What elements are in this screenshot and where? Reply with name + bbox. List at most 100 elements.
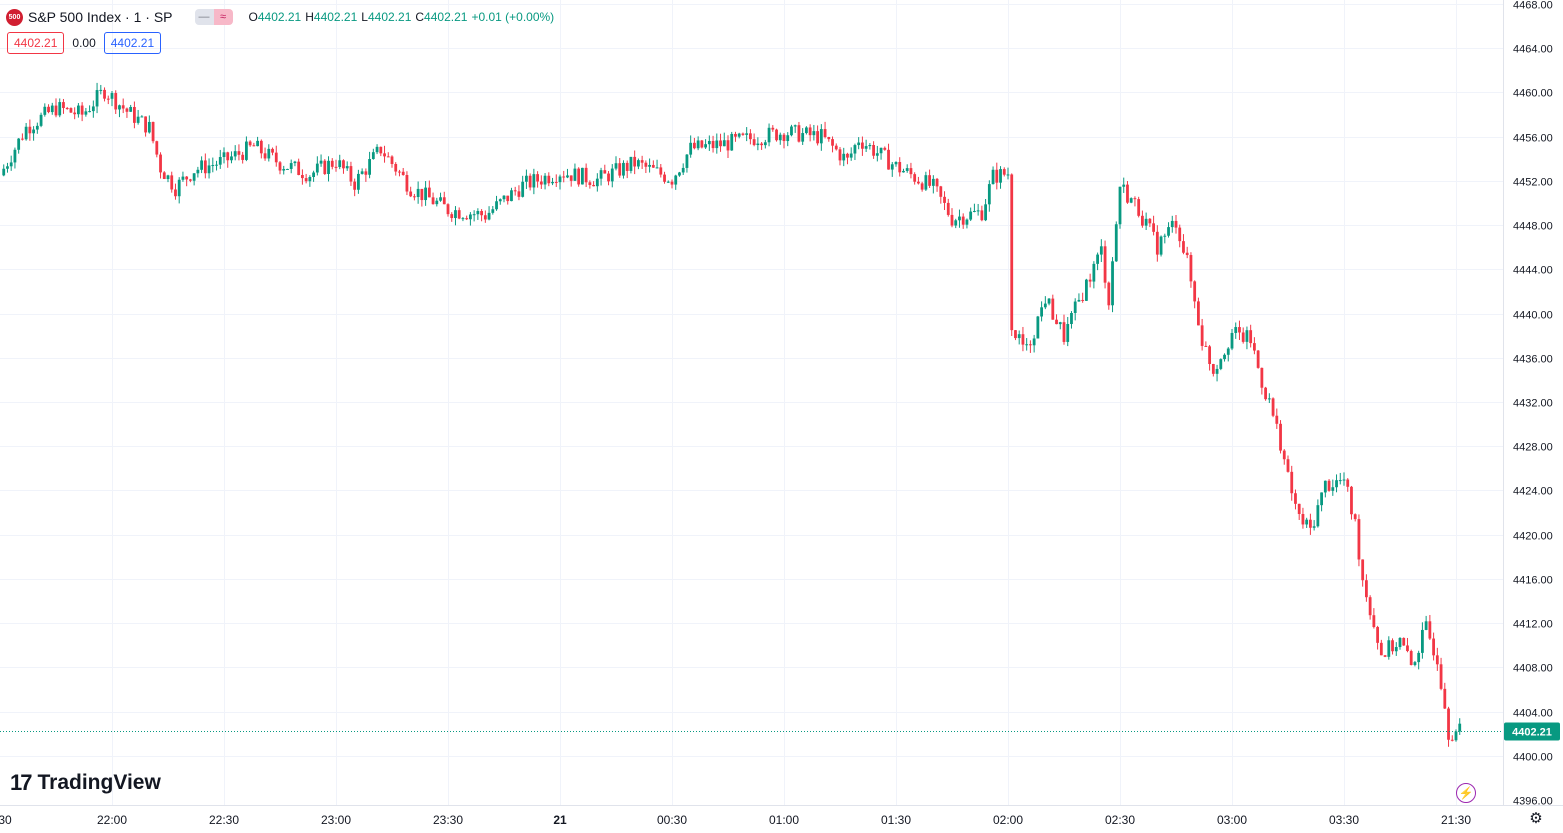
candle-body	[1301, 514, 1305, 525]
candle	[517, 185, 521, 201]
candle-body	[62, 102, 65, 108]
candle	[1193, 280, 1197, 309]
candle	[909, 162, 913, 179]
candle-body	[286, 168, 289, 170]
candle	[973, 203, 976, 213]
candle	[200, 156, 203, 174]
candle-body	[749, 133, 752, 140]
candle-body	[1323, 480, 1327, 493]
time-tick-label: 03:00	[1217, 813, 1247, 827]
candle	[274, 145, 278, 167]
buy-price-box[interactable]: 4402.21	[103, 32, 162, 54]
candle-body	[88, 111, 91, 113]
candle	[719, 133, 722, 152]
candle	[1062, 314, 1066, 345]
candle	[495, 195, 498, 211]
candle	[1058, 321, 1062, 330]
candle	[338, 154, 342, 170]
candle	[846, 152, 849, 165]
candle-body	[1312, 526, 1316, 528]
symbol-title[interactable]: S&P 500 Index · 1 · SP	[28, 9, 173, 25]
candle	[405, 171, 409, 196]
candle	[1126, 181, 1129, 204]
settings-gear-icon[interactable]: ⚙	[1529, 810, 1543, 827]
candle-body	[625, 162, 629, 171]
candle-body	[409, 191, 413, 197]
candle-body	[513, 190, 517, 192]
candle-body	[1454, 731, 1458, 741]
candle-body	[894, 161, 898, 165]
candle	[1047, 298, 1051, 306]
candle-body	[831, 139, 834, 146]
candle-body	[147, 121, 151, 133]
candle-body	[480, 211, 483, 216]
candle-body	[345, 166, 349, 169]
minus-icon[interactable]: —	[194, 9, 214, 25]
candle-body	[969, 211, 973, 220]
candle-body	[924, 175, 928, 190]
price-axis[interactable]: 4468.00 4464.00 4460.00 4456.00 4452.00 4448.…	[1503, 0, 1563, 833]
candle-body	[245, 141, 248, 160]
candle	[808, 124, 812, 142]
candle	[424, 181, 427, 206]
candle-body	[84, 111, 88, 115]
candle-body	[1021, 334, 1025, 345]
candle-body	[420, 188, 424, 201]
candle	[1055, 314, 1058, 325]
candle	[793, 124, 797, 133]
candle	[1376, 625, 1379, 650]
candle	[1178, 224, 1182, 248]
approx-icon[interactable]: ≈	[213, 9, 233, 25]
candle-body	[394, 163, 398, 172]
candle-body	[1088, 279, 1092, 282]
candle-body	[782, 134, 786, 142]
candle-body	[200, 160, 203, 170]
candle-body	[1350, 486, 1353, 515]
price-axis-background	[1503, 0, 1563, 833]
candle	[1443, 682, 1447, 710]
tradingview-logo[interactable]: 17 TradingView	[10, 770, 161, 796]
indicator-toggle[interactable]: — ≈	[194, 9, 233, 25]
candle	[245, 136, 248, 162]
lightning-icon[interactable]: ⚡	[1456, 783, 1476, 803]
price-tick-label: 4432.00	[1513, 398, 1553, 410]
sell-price-box[interactable]: 4402.21	[7, 32, 65, 54]
time-axis[interactable]: 1:30 22:00 22:30 23:00 23:30 21 00:30 01:00 01:3…	[0, 805, 1563, 828]
candle	[1163, 233, 1167, 244]
candle	[849, 147, 853, 161]
candle-body	[715, 140, 719, 149]
candle-body	[487, 212, 491, 220]
candle	[1391, 638, 1394, 655]
candle	[1006, 167, 1010, 180]
candle	[1282, 449, 1286, 465]
price-tick-label: 4464.00	[1513, 44, 1553, 56]
price-values-row: 4402.21 0.00 4402.21	[7, 32, 162, 54]
candle-body	[1361, 559, 1365, 581]
candle-body	[1424, 621, 1428, 630]
candle-body	[920, 183, 924, 190]
candle-body	[618, 163, 622, 176]
candle-body	[386, 156, 390, 158]
candle	[1279, 420, 1282, 454]
candle-body	[1223, 354, 1226, 360]
candle	[1309, 513, 1312, 535]
candle	[498, 198, 502, 205]
candle-body	[573, 168, 577, 181]
candle-body	[1066, 324, 1070, 342]
candle	[640, 155, 644, 169]
candle-body	[13, 149, 17, 163]
candle	[1029, 340, 1032, 353]
candle	[1230, 328, 1234, 351]
candle	[35, 122, 39, 134]
candle-body	[543, 175, 547, 185]
candle	[737, 132, 741, 139]
candle-body	[902, 170, 905, 173]
candle-body	[797, 125, 801, 142]
candle-body	[1114, 224, 1118, 262]
candle-body	[1047, 298, 1051, 304]
candle-body	[681, 167, 685, 173]
candle-body	[1085, 279, 1088, 301]
candle-body	[334, 166, 338, 168]
candle	[65, 106, 69, 110]
